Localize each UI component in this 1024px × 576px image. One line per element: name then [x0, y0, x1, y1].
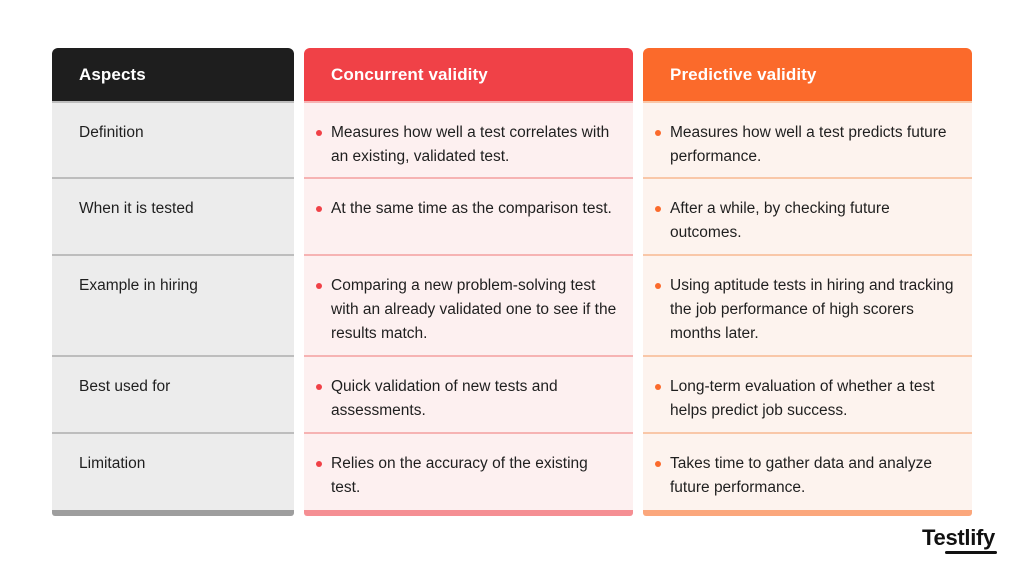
- concurrent-cell: At the same time as the comparison test.: [304, 177, 633, 254]
- bullet-icon: [316, 384, 322, 390]
- aspect-cell-definition: Definition: [52, 101, 294, 177]
- predictive-cell: Long-term evaluation of whether a test h…: [643, 355, 972, 432]
- predictive-footer-bar: [643, 510, 972, 516]
- bullet-icon: [655, 283, 661, 289]
- aspects-header: Aspects: [52, 48, 294, 101]
- concurrent-text: Quick validation of new tests and assess…: [331, 378, 558, 419]
- predictive-text: Long-term evaluation of whether a test h…: [670, 378, 935, 419]
- bullet-icon: [316, 206, 322, 212]
- concurrent-header: Concurrent validity: [304, 48, 633, 101]
- logo-underline: [945, 551, 997, 554]
- aspect-cell-limitation: Limitation: [52, 432, 294, 510]
- predictive-text: Measures how well a test predicts future…: [670, 124, 947, 165]
- aspect-cell-example: Example in hiring: [52, 254, 294, 355]
- bullet-icon: [316, 283, 322, 289]
- predictive-cell: Using aptitude tests in hiring and track…: [643, 254, 972, 355]
- concurrent-column: Concurrent validity Measures how well a …: [304, 48, 633, 516]
- concurrent-text: Relies on the accuracy of the existing t…: [331, 455, 588, 496]
- aspect-cell-best-used: Best used for: [52, 355, 294, 432]
- predictive-cell: After a while, by checking future outcom…: [643, 177, 972, 254]
- bullet-icon: [655, 130, 661, 136]
- aspects-footer-bar: [52, 510, 294, 516]
- testlify-logo: Testlify: [922, 525, 995, 550]
- aspect-cell-when-tested: When it is tested: [52, 177, 294, 254]
- concurrent-cell: Measures how well a test correlates with…: [304, 101, 633, 177]
- concurrent-cell: Comparing a new problem-solving test wit…: [304, 254, 633, 355]
- bullet-icon: [316, 461, 322, 467]
- bullet-icon: [655, 384, 661, 390]
- predictive-header: Predictive validity: [643, 48, 972, 101]
- predictive-text: Takes time to gather data and analyze fu…: [670, 455, 932, 496]
- concurrent-footer-bar: [304, 510, 633, 516]
- concurrent-cell: Quick validation of new tests and assess…: [304, 355, 633, 432]
- predictive-column: Predictive validity Measures how well a …: [643, 48, 972, 516]
- predictive-cell: Takes time to gather data and analyze fu…: [643, 432, 972, 510]
- predictive-cell: Measures how well a test predicts future…: [643, 101, 972, 177]
- aspects-column: Aspects Definition When it is tested Exa…: [52, 48, 294, 516]
- bullet-icon: [316, 130, 322, 136]
- concurrent-text: Comparing a new problem-solving test wit…: [331, 277, 617, 342]
- concurrent-text: Measures how well a test correlates with…: [331, 124, 610, 165]
- predictive-text: After a while, by checking future outcom…: [670, 200, 890, 241]
- bullet-icon: [655, 206, 661, 212]
- concurrent-text: At the same time as the comparison test.: [331, 200, 612, 217]
- bullet-icon: [655, 461, 661, 467]
- predictive-text: Using aptitude tests in hiring and track…: [670, 277, 954, 342]
- concurrent-cell: Relies on the accuracy of the existing t…: [304, 432, 633, 510]
